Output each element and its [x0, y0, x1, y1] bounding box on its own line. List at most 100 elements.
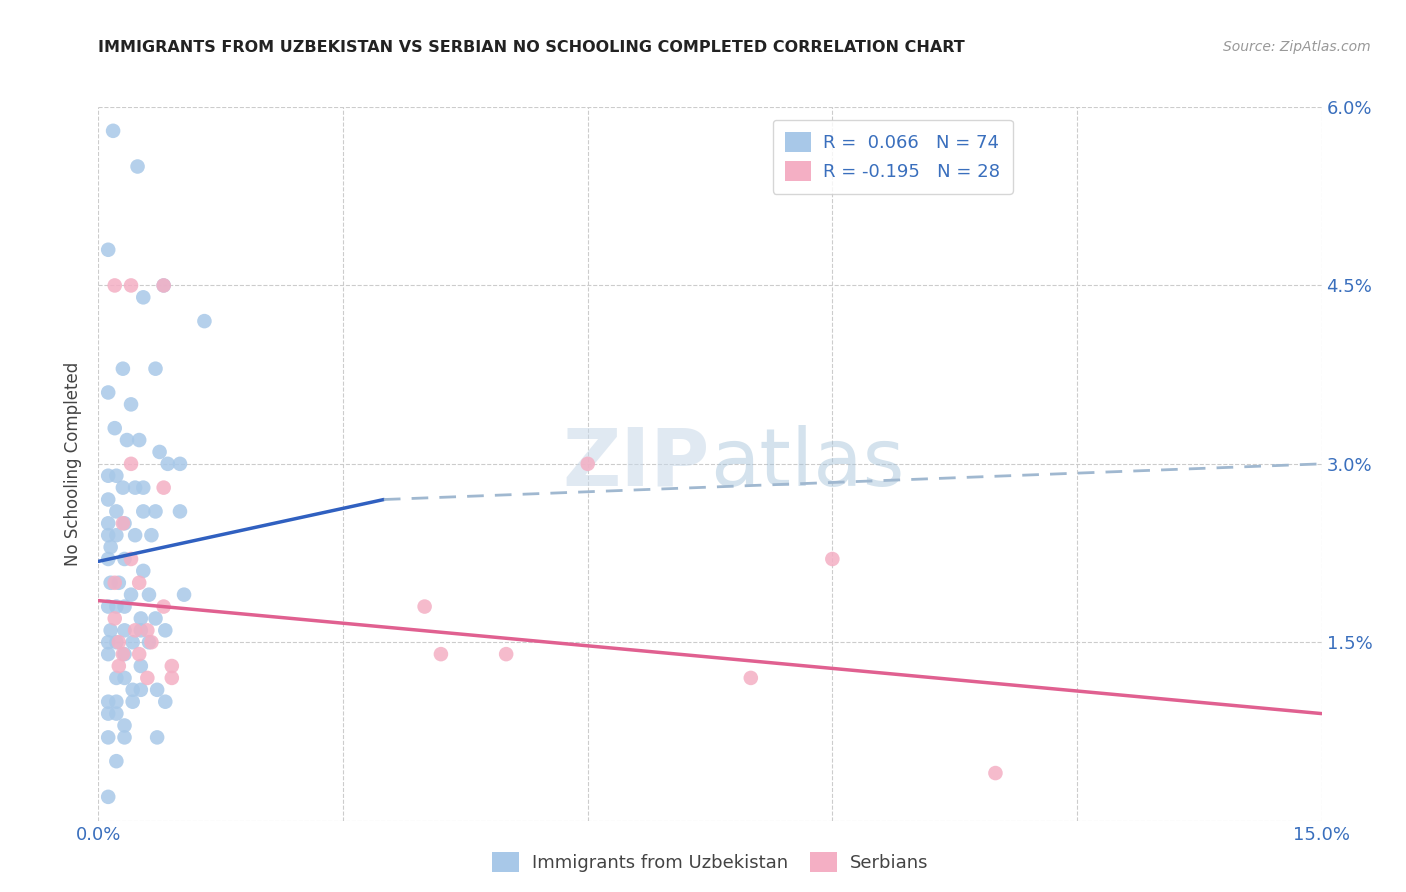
Point	[129, 659, 152, 673]
Point	[128, 575, 150, 590]
Point	[173, 588, 195, 602]
Point	[97, 468, 120, 483]
Point	[740, 671, 762, 685]
Point	[104, 421, 127, 435]
Point	[104, 575, 127, 590]
Point	[145, 504, 167, 518]
Point	[169, 457, 191, 471]
Text: Source: ZipAtlas.com: Source: ZipAtlas.com	[1223, 40, 1371, 54]
Point	[105, 468, 128, 483]
Point	[124, 481, 146, 495]
Point	[108, 575, 131, 590]
Point	[105, 599, 128, 614]
Point	[984, 766, 1007, 780]
Point	[821, 552, 844, 566]
Point	[121, 635, 143, 649]
Point	[97, 695, 120, 709]
Point	[138, 635, 160, 649]
Point	[138, 588, 160, 602]
Point	[97, 552, 120, 566]
Point	[97, 635, 120, 649]
Point	[160, 671, 183, 685]
Point	[129, 611, 152, 625]
Point	[114, 599, 136, 614]
Point	[120, 457, 142, 471]
Point	[114, 552, 136, 566]
Point	[155, 695, 177, 709]
Point	[100, 624, 122, 638]
Point	[413, 599, 436, 614]
Point	[105, 528, 128, 542]
Point	[124, 528, 146, 542]
Point	[145, 611, 167, 625]
Point	[101, 124, 124, 138]
Text: IMMIGRANTS FROM UZBEKISTAN VS SERBIAN NO SCHOOLING COMPLETED CORRELATION CHART: IMMIGRANTS FROM UZBEKISTAN VS SERBIAN NO…	[98, 40, 965, 55]
Point	[495, 647, 517, 661]
Point	[97, 599, 120, 614]
Point	[136, 671, 159, 685]
Y-axis label: No Schooling Completed: No Schooling Completed	[65, 362, 83, 566]
Point	[129, 624, 152, 638]
Point	[114, 647, 136, 661]
Point	[141, 528, 163, 542]
Point	[104, 611, 127, 625]
Point	[97, 789, 120, 804]
Point	[114, 671, 136, 685]
Point	[105, 671, 128, 685]
Point	[97, 528, 120, 542]
Point	[152, 278, 174, 293]
Point	[430, 647, 453, 661]
Point	[115, 433, 138, 447]
Point	[146, 731, 169, 745]
Point	[114, 731, 136, 745]
Point	[100, 540, 122, 554]
Point	[111, 481, 134, 495]
Point	[97, 492, 120, 507]
Point	[124, 624, 146, 638]
Point	[132, 481, 155, 495]
Point	[121, 682, 143, 697]
Point	[128, 647, 150, 661]
Point	[129, 682, 152, 697]
Point	[97, 731, 120, 745]
Point	[132, 290, 155, 304]
Point	[111, 361, 134, 376]
Point	[108, 659, 131, 673]
Point	[127, 160, 149, 174]
Point	[105, 695, 128, 709]
Legend: Immigrants from Uzbekistan, Serbians: Immigrants from Uzbekistan, Serbians	[485, 845, 935, 880]
Point	[576, 457, 599, 471]
Point	[104, 278, 127, 293]
Point	[97, 516, 120, 531]
Point	[193, 314, 215, 328]
Point	[120, 552, 142, 566]
Point	[145, 361, 167, 376]
Point	[108, 635, 131, 649]
Point	[114, 624, 136, 638]
Point	[97, 647, 120, 661]
Point	[97, 706, 120, 721]
Point	[105, 706, 128, 721]
Point	[121, 695, 143, 709]
Point	[141, 635, 163, 649]
Point	[149, 445, 172, 459]
Point	[136, 624, 159, 638]
Point	[132, 504, 155, 518]
Point	[100, 575, 122, 590]
Point	[111, 516, 134, 531]
Point	[128, 433, 150, 447]
Point	[97, 385, 120, 400]
Point	[105, 754, 128, 768]
Point	[160, 659, 183, 673]
Point	[120, 397, 142, 411]
Point	[169, 504, 191, 518]
Text: ZIP: ZIP	[562, 425, 710, 503]
Point	[120, 588, 142, 602]
Point	[114, 718, 136, 732]
Point	[152, 481, 174, 495]
Point	[97, 243, 120, 257]
Point	[132, 564, 155, 578]
Point	[111, 647, 134, 661]
Point	[155, 624, 177, 638]
Point	[152, 599, 174, 614]
